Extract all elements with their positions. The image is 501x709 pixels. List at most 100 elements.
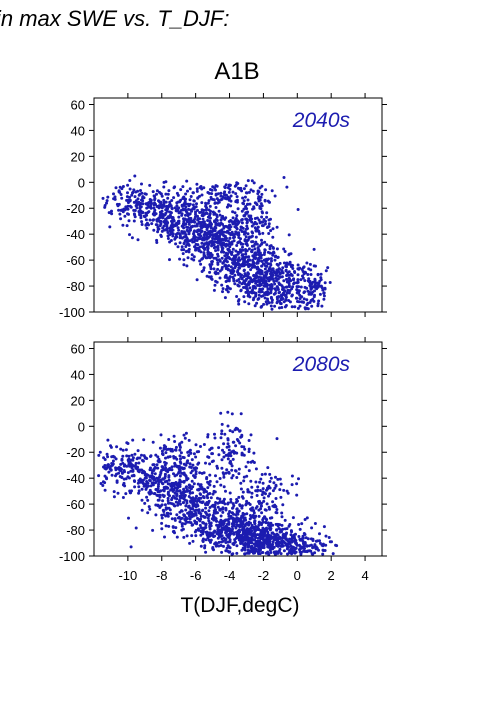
data-point (224, 288, 228, 291)
data-point (252, 262, 256, 266)
data-point (239, 487, 243, 491)
data-point (318, 539, 321, 543)
data-point (223, 432, 227, 436)
data-point (236, 186, 240, 190)
data-point (141, 202, 145, 206)
data-point (188, 517, 192, 521)
data-point (199, 483, 203, 487)
data-point (219, 544, 223, 547)
data-point (239, 250, 243, 254)
data-point (218, 501, 222, 504)
data-point (267, 222, 271, 226)
data-point (254, 543, 258, 547)
data-point (242, 295, 246, 299)
data-point (157, 480, 161, 484)
data-point (218, 237, 222, 241)
data-point (306, 537, 310, 541)
data-point (222, 485, 226, 489)
data-point (166, 501, 170, 505)
data-point (226, 453, 230, 457)
data-point (132, 479, 136, 483)
data-point (129, 205, 133, 209)
data-point (169, 239, 173, 242)
data-point (300, 300, 304, 304)
data-point (186, 189, 189, 193)
data-point (143, 501, 147, 505)
data-point (188, 212, 192, 216)
data-point (194, 443, 198, 447)
data-point (184, 205, 188, 209)
data-point (218, 213, 222, 217)
data-point (250, 220, 254, 224)
data-point (295, 493, 299, 497)
data-point (250, 248, 254, 252)
data-point (228, 184, 232, 188)
data-point (200, 241, 204, 245)
data-point (248, 235, 251, 239)
data-point (248, 503, 252, 506)
data-point (245, 512, 249, 516)
data-point (247, 447, 251, 451)
data-point (208, 263, 212, 267)
data-point (161, 216, 165, 220)
data-point (226, 529, 230, 533)
data-point (288, 273, 292, 277)
data-point (263, 472, 267, 476)
data-point (187, 520, 191, 524)
data-point (256, 267, 260, 271)
data-point (252, 451, 256, 455)
data-point (105, 201, 108, 205)
data-point (182, 258, 186, 262)
data-point (226, 225, 230, 229)
data-point (305, 544, 309, 548)
data-point (269, 257, 273, 261)
data-point (246, 488, 250, 492)
data-point (231, 502, 235, 506)
data-point (126, 183, 130, 187)
data-point (228, 287, 232, 291)
data-point (153, 198, 157, 202)
data-point (233, 273, 237, 277)
data-point (207, 251, 211, 255)
data-point (175, 473, 179, 477)
data-point (226, 267, 230, 271)
data-point (309, 281, 312, 285)
data-point (260, 523, 263, 527)
data-point (263, 198, 267, 202)
data-point (269, 263, 273, 267)
data-point (260, 238, 263, 242)
data-point (236, 241, 240, 245)
data-point (243, 214, 246, 218)
data-point (106, 463, 110, 467)
scenario-label: A1B (214, 58, 260, 85)
data-point (106, 438, 110, 442)
data-point (230, 552, 234, 556)
data-point (273, 503, 277, 507)
data-point (236, 259, 240, 263)
data-point (231, 527, 234, 531)
data-point (241, 248, 245, 252)
data-point (172, 484, 176, 487)
data-point (178, 520, 182, 524)
data-point (120, 196, 124, 200)
data-point (236, 221, 240, 225)
data-point (223, 185, 227, 189)
data-point (173, 440, 177, 443)
data-point (103, 464, 107, 467)
data-point (319, 272, 323, 276)
data-point (261, 487, 265, 491)
data-point (246, 232, 250, 236)
panel-title: 2080s (292, 353, 351, 376)
data-point (235, 214, 239, 218)
data-point (134, 526, 138, 530)
data-point (246, 202, 250, 206)
data-point (219, 436, 223, 440)
data-point (208, 527, 212, 531)
data-point (112, 192, 115, 196)
data-point (191, 491, 195, 495)
data-point (297, 300, 301, 304)
data-point (214, 188, 217, 192)
data-point (172, 472, 175, 476)
data-point (265, 226, 269, 229)
data-point (166, 196, 170, 200)
